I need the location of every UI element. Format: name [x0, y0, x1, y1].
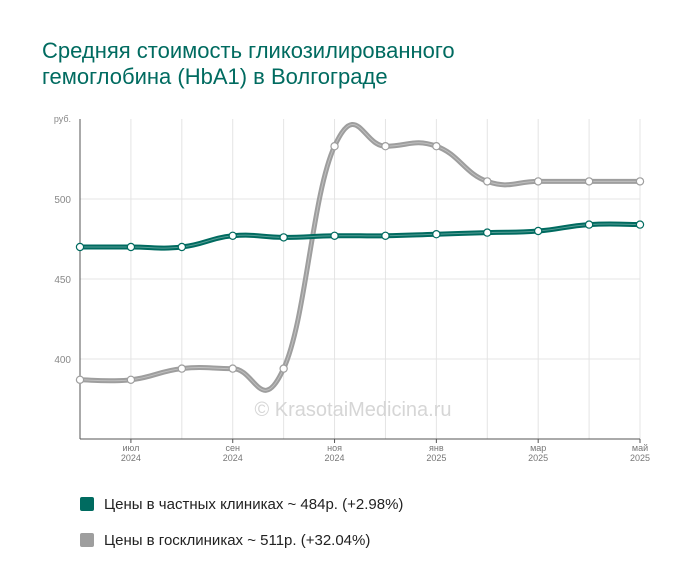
series-line-public — [77, 122, 643, 393]
data-point-private — [584, 220, 594, 229]
x-tick-month: июл — [122, 443, 139, 453]
data-point-public — [533, 177, 543, 186]
chart-title: Средняя стоимость гликозилированного гем… — [42, 38, 662, 90]
x-tick-month: ноя — [327, 443, 342, 453]
data-point-public — [177, 364, 187, 373]
data-point-public — [126, 375, 136, 384]
data-point-public — [381, 141, 390, 151]
series-line-private — [77, 221, 643, 251]
watermark-text: © KrasotaiMedicina.ru — [254, 399, 451, 421]
chart-title-line-2: гемоглобина (HbA1) в Волгограде — [42, 64, 388, 89]
data-point-private — [432, 229, 441, 239]
data-point-private — [533, 226, 543, 236]
data-point-public — [330, 141, 339, 151]
x-tick-month: мар — [530, 443, 546, 453]
data-point-private — [279, 233, 288, 242]
legend-swatch-private — [80, 497, 94, 511]
data-point-private — [126, 242, 136, 252]
legend-item-public: Цены в госклиниках ~ 511р. (+32.04%) — [80, 522, 403, 558]
series-line-highlight-public — [79, 123, 640, 391]
data-point-public — [584, 177, 594, 186]
x-tick-year: 2025 — [630, 453, 650, 463]
data-point-private — [75, 242, 85, 252]
x-tick-month: янв — [429, 443, 444, 453]
data-point-public — [635, 177, 645, 186]
x-tick-year: 2024 — [223, 453, 243, 463]
data-point-private — [330, 231, 339, 240]
data-point-public — [279, 364, 288, 373]
chart-title-line-1: Средняя стоимость гликозилированного — [42, 38, 455, 63]
data-point-private — [635, 220, 645, 229]
x-tick-year: 2024 — [121, 453, 141, 463]
data-point-public — [75, 375, 85, 384]
data-point-public — [432, 141, 441, 151]
x-tick-year: 2025 — [426, 453, 446, 463]
legend-label-public: Цены в госклиниках ~ 511р. (+32.04%) — [104, 531, 371, 549]
series-line-highlight-private — [80, 223, 641, 249]
data-point-private — [483, 228, 492, 237]
x-tick-year: 2025 — [528, 453, 548, 463]
legend-label-private: Цены в частных клиниках ~ 484р. (+2.98%) — [104, 495, 404, 513]
x-tick-year: 2024 — [325, 453, 345, 463]
x-tick-month: май — [632, 443, 648, 453]
data-point-public — [228, 364, 237, 373]
data-point-private — [228, 231, 237, 240]
chart-legend: Цены в частных клиниках ~ 484р. (+2.98%)… — [80, 486, 403, 558]
legend-item-private: Цены в частных клиниках ~ 484р. (+2.98%) — [80, 486, 403, 522]
legend-swatch-public — [80, 533, 94, 547]
data-point-private — [177, 242, 187, 252]
x-tick-month: сен — [225, 443, 240, 453]
y-tick-label: 400 — [54, 355, 71, 366]
y-unit-label: руб. — [54, 114, 71, 124]
y-tick-label: 500 — [54, 195, 71, 206]
data-point-public — [483, 177, 492, 186]
y-tick-label: 450 — [54, 275, 71, 286]
data-point-private — [381, 231, 390, 240]
